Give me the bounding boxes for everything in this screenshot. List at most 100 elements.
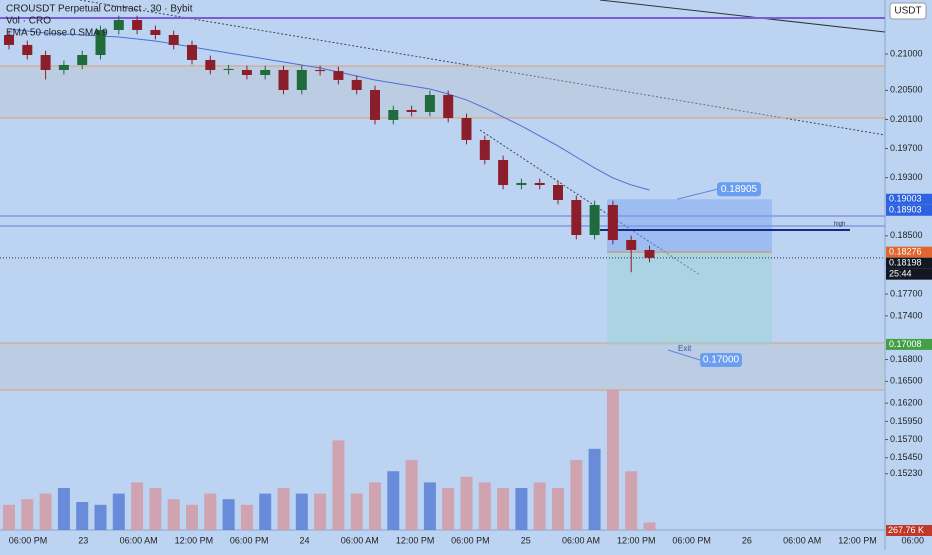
volume-bar xyxy=(442,488,455,530)
high-label: high xyxy=(834,222,845,228)
x-tick-label: 06:00 AM xyxy=(783,535,821,545)
y-tick-label: 0.20500 xyxy=(890,85,923,95)
volume-bar xyxy=(3,504,15,530)
candle-body xyxy=(278,69,289,90)
candle-body xyxy=(333,71,344,80)
x-tick-label: 24 xyxy=(299,535,309,545)
candle-body xyxy=(4,34,14,45)
x-tick-label: 23 xyxy=(78,535,88,545)
candle-body xyxy=(424,95,435,112)
countdown: 25:44 xyxy=(889,269,912,279)
candle-body xyxy=(205,59,216,70)
stop-label-box xyxy=(717,182,761,197)
price-badge-label: 0.19003 xyxy=(889,194,922,204)
price-badge-label: 0.17008 xyxy=(889,339,922,349)
volume-bar xyxy=(625,471,638,530)
volume-bar xyxy=(552,488,564,530)
price-badge xyxy=(886,193,932,205)
candle-body xyxy=(626,240,637,250)
volume-bar xyxy=(57,488,70,530)
volume-bar xyxy=(204,493,217,530)
x-tick-label: 06:00 PM xyxy=(9,535,48,545)
price-badge xyxy=(886,246,932,258)
volume-badge xyxy=(886,525,932,536)
volume-bar xyxy=(497,488,510,530)
x-tick-label: 06:00 xyxy=(902,535,925,545)
currency-button[interactable] xyxy=(889,2,927,20)
volume-bar xyxy=(149,488,162,530)
stop-label: 0.18905 xyxy=(721,184,758,195)
x-tick-label: 12:00 PM xyxy=(838,535,877,545)
x-tick-label: 06:00 AM xyxy=(562,535,600,545)
volume-bar xyxy=(186,504,198,530)
volume-bar xyxy=(295,493,308,530)
volume-bar xyxy=(606,390,619,530)
volume-bar xyxy=(405,460,418,530)
volume-bar xyxy=(21,499,34,530)
volume-bar xyxy=(515,488,528,530)
candle-body xyxy=(406,110,417,112)
candle-body xyxy=(241,69,252,76)
candle-body xyxy=(113,20,124,30)
y-tick-label: 0.16500 xyxy=(890,376,923,386)
candle-body xyxy=(607,205,618,241)
candle-body xyxy=(223,68,234,70)
volume-bar xyxy=(533,482,546,530)
target-label-box xyxy=(700,352,742,367)
candle-body xyxy=(168,34,179,45)
y-tick-label: 0.15950 xyxy=(890,416,923,426)
volume-bar xyxy=(222,499,235,530)
price-badge xyxy=(886,204,932,216)
candle-body xyxy=(95,29,106,56)
plot: 0.18905 0.17000 Exit high xyxy=(0,15,885,530)
candle-body xyxy=(516,182,527,186)
volume-bar xyxy=(369,482,381,530)
candle-body xyxy=(315,69,326,72)
x-tick-label: 06:00 AM xyxy=(120,535,158,545)
target-label: 0.17000 xyxy=(703,355,740,366)
price-badge-label: 0.18903 xyxy=(889,205,922,215)
volume-bar xyxy=(39,493,52,530)
zone xyxy=(0,343,885,390)
volume-bar xyxy=(478,482,491,530)
y-tick-label: 0.15450 xyxy=(890,452,923,462)
volume-bar xyxy=(387,471,400,530)
volume-bar xyxy=(588,448,601,530)
candle-body xyxy=(479,139,490,160)
volume-bar xyxy=(643,522,656,530)
y-tick-label: 0.16800 xyxy=(890,354,923,364)
candle-body xyxy=(534,182,545,186)
candle-body xyxy=(296,69,307,90)
y-tick-label: 0.17700 xyxy=(890,288,923,298)
ema-line xyxy=(8,28,650,191)
y-tick-label: 0.15230 xyxy=(890,468,923,478)
x-tick-label: 26 xyxy=(742,535,752,545)
y-tick-label: 0.19300 xyxy=(890,172,923,182)
volume-bar xyxy=(259,493,272,530)
candle-body xyxy=(260,69,271,76)
volume-bar xyxy=(460,476,473,530)
candle-body xyxy=(553,185,563,200)
candle-body xyxy=(443,95,454,119)
volume-bar xyxy=(167,499,180,530)
volume-bar xyxy=(332,440,345,530)
candle-body xyxy=(150,29,161,35)
candle-body xyxy=(461,118,472,140)
volume-bar xyxy=(240,504,253,530)
y-tick-label: 0.20100 xyxy=(890,114,923,124)
candle-body xyxy=(22,44,33,56)
x-tick-label: 06:00 PM xyxy=(672,535,711,545)
volume-badge-label: 267.76 K xyxy=(888,525,924,535)
volume-bar xyxy=(94,504,107,530)
x-tick-label: 25 xyxy=(521,535,531,545)
target-connector xyxy=(667,349,701,361)
volume-bar xyxy=(76,502,89,530)
price-badge xyxy=(886,257,932,269)
candle-body xyxy=(498,159,509,186)
candle-body xyxy=(644,249,655,258)
candle-body xyxy=(571,199,582,235)
candle-body xyxy=(370,89,380,120)
y-tick-label: 0.21000 xyxy=(890,48,923,58)
